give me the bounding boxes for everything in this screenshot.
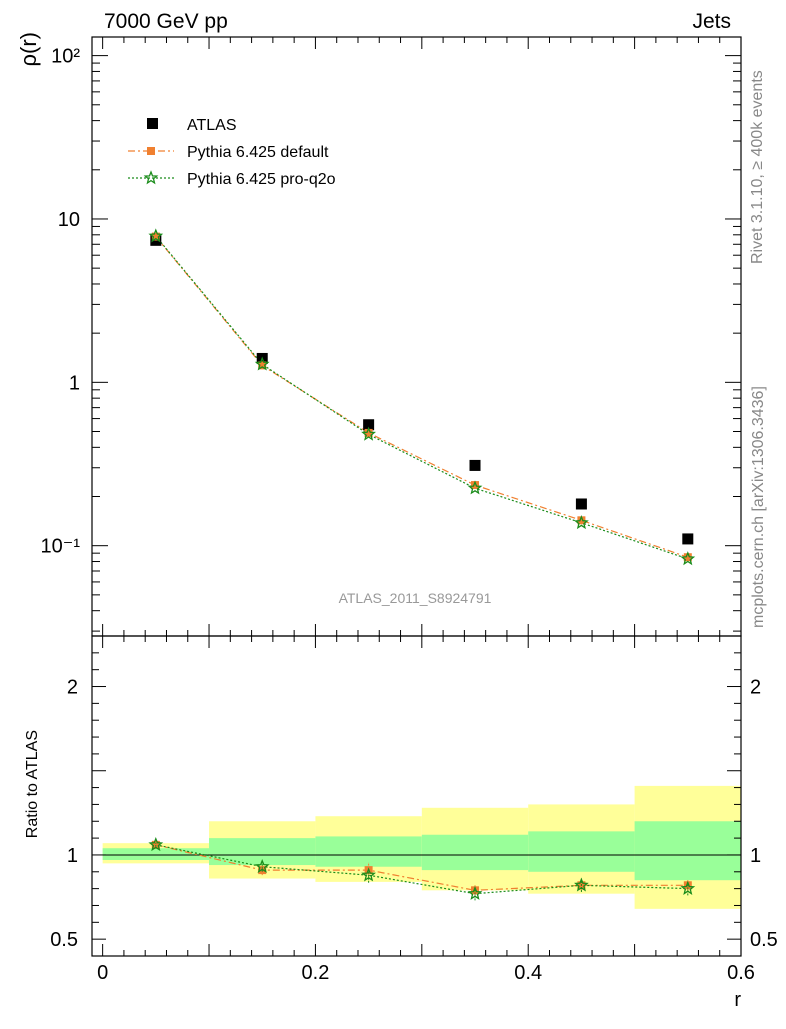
band-inner-bin-4 [528,831,635,872]
ratio-panel-frame [91,635,742,957]
xlabel: r [734,989,741,1011]
ratio-y-tick-label-right: 2 [750,677,761,699]
header-right: Jets [692,10,731,33]
main-point-proq2o [148,228,164,243]
main-ylabel: ρ(r) [16,32,41,67]
legend-proq2o-marker [143,170,159,185]
band-inner-bin-0 [102,848,210,860]
legend-default-label: Pythia 6.425 default [187,144,329,161]
header-left: 7000 GeV pp [104,10,228,33]
ratio-point-proq2o [574,877,589,892]
band-inner-bin-3 [421,834,529,871]
main-point-default [151,232,160,241]
ratio-y-tick-label: 0.5 [50,929,78,951]
main-point-default [471,481,480,490]
main-point-atlas [575,498,587,510]
ratio-ylabel: Ratio to ATLAS [24,730,41,838]
ratio-point-proq2o [680,880,696,895]
axes-frame: 0 0.2 0.4 0.6 10² 10 1 10⁻¹ 0.5 0.5 1 1 2 2 [41,36,778,984]
ratio-line-1 [155,844,688,895]
main-point-proq2o [254,356,270,371]
main-line-1 [155,236,688,558]
main-point-default [258,361,267,370]
ratio-y-tick-label: 1 [67,845,78,867]
ratio-point-proq2o [361,867,376,882]
main-line-2 [155,235,688,560]
series-markers [148,228,696,901]
ratio-point-proq2o [148,837,164,852]
y-tick-label: 10² [51,46,80,68]
ratio-line-0 [155,844,688,891]
legend-default-marker [147,147,155,155]
ratio-bands [102,785,741,909]
x-tick-label: 0 [97,962,108,984]
ratio-point-default [151,840,160,849]
main-point-atlas [363,419,375,431]
legend: ATLAS Pythia 6.425 default Pythia 6.425 … [128,117,336,188]
y-tick-label: 1 [69,372,80,394]
x-tick-label: 0.2 [302,962,330,984]
ratio-point-proq2o [467,885,483,900]
main-point-atlas [682,533,694,545]
series-lines [155,235,688,895]
main-point-atlas [469,459,481,471]
main-point-default [683,553,692,562]
x-tick-label: 0.4 [514,962,542,984]
ratio-point-proq2o [254,858,270,874]
main-point-proq2o [361,426,376,441]
legend-proq2o-label: Pythia 6.425 pro-q2o [187,171,336,188]
ratio-y-tick-label-right: 1 [750,845,761,867]
mcplots-label: mcplots.cern.ch [arXiv:1306.3436] [750,386,767,628]
ratio-y-tick-label: 2 [67,677,78,699]
main-point-default [577,516,586,525]
band-inner-bin-5 [634,821,741,881]
main-point-proq2o [680,551,696,566]
main-point-proq2o [467,480,483,495]
ratio-y-tick-label-right: 0.5 [750,929,778,951]
main-point-proq2o [574,514,589,530]
legend-atlas-label: ATLAS [187,117,237,134]
legend-atlas-marker [147,118,158,129]
main-point-default [364,428,373,437]
y-tick-label: 10 [58,209,80,231]
y-tick-label: 10⁻¹ [41,536,81,558]
watermark: ATLAS_2011_S8924791 [339,590,492,606]
band-inner-bin-2 [315,836,422,867]
x-tick-label: 0.6 [727,962,755,984]
rivet-label: Rivet 3.1.10, ≥ 400k events [749,70,766,264]
